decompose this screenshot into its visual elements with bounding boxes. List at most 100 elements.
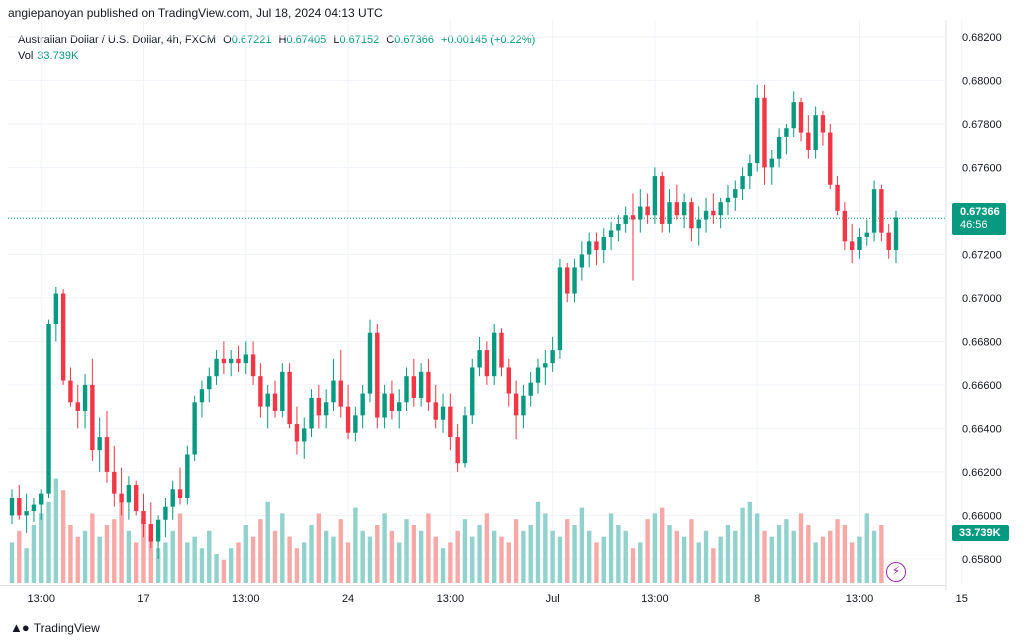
- candle-body: [294, 424, 300, 442]
- x-tick-label: 8: [754, 593, 760, 605]
- candle-body: [791, 102, 796, 129]
- candle-body: [207, 376, 212, 390]
- candle-body: [572, 267, 577, 294]
- candle-body: [170, 489, 175, 507]
- candle-body: [499, 332, 504, 368]
- volume-bar: [236, 542, 241, 583]
- candle-body: [638, 206, 643, 220]
- candle-body: [608, 230, 614, 237]
- volume-bar: [367, 536, 373, 583]
- candle-body: [309, 397, 314, 429]
- candle-body: [323, 402, 329, 416]
- volume-bar: [39, 513, 44, 583]
- y-tick-label: 0.65800: [962, 554, 1002, 566]
- candle-body: [842, 210, 848, 242]
- volume-bar: [842, 525, 848, 583]
- volume-bar: [820, 536, 826, 583]
- candle-body: [667, 202, 672, 224]
- volume-bar: [280, 513, 285, 583]
- candle-body: [155, 519, 161, 542]
- candle-body: [367, 332, 373, 394]
- volume-bar: [272, 530, 278, 583]
- volume-bar: [462, 519, 468, 583]
- candle-body: [747, 163, 753, 177]
- volume-bar: [557, 536, 563, 583]
- candle-body: [272, 393, 278, 411]
- candle-body: [17, 497, 22, 516]
- volume-bar: [667, 525, 672, 583]
- candle-body: [112, 471, 117, 494]
- y-tick-label: 0.66000: [962, 510, 1002, 522]
- volume-bar: [185, 542, 190, 583]
- candle-body: [513, 393, 519, 416]
- volume-bar: [199, 548, 205, 583]
- candle-body: [886, 232, 891, 251]
- volume-bar: [68, 525, 73, 583]
- candle-body: [185, 454, 190, 498]
- volume-legend: Vol 33.739K: [18, 50, 78, 62]
- volume-bar: [345, 542, 351, 583]
- volume-bar: [433, 536, 438, 583]
- volume-bar: [17, 530, 22, 583]
- candle-body: [477, 350, 482, 368]
- volume-bar: [725, 525, 731, 583]
- candle-body: [440, 406, 446, 420]
- volume-bar: [477, 525, 482, 583]
- volume-bar: [353, 507, 358, 583]
- candle-body: [784, 128, 789, 137]
- volume-bar: [689, 519, 694, 583]
- volume-bar: [163, 542, 168, 583]
- candle-body: [857, 236, 862, 251]
- volume-bar: [302, 542, 307, 583]
- volume-bar: [791, 530, 796, 583]
- candle-body: [893, 217, 899, 251]
- volume-bar: [586, 530, 592, 583]
- volume-bar: [535, 501, 541, 583]
- candle-body: [798, 102, 804, 133]
- candle-body: [740, 176, 745, 190]
- volume-bar: [784, 519, 789, 583]
- candle-body: [776, 136, 782, 159]
- candle-body: [623, 215, 628, 224]
- candle-body: [243, 354, 248, 364]
- candle-body: [265, 393, 270, 407]
- candle-body: [491, 332, 497, 377]
- candle-body: [528, 382, 533, 396]
- volume-bar: [733, 530, 738, 583]
- volume-bar: [287, 536, 292, 583]
- volume-label[interactable]: Vol: [18, 50, 34, 62]
- candle-body: [280, 371, 285, 411]
- candle-body: [448, 406, 453, 438]
- candle-body: [141, 511, 146, 525]
- volume-bar: [718, 536, 723, 583]
- lightning-icon[interactable]: ⚡: [886, 562, 906, 582]
- candle-body: [754, 97, 760, 164]
- volume-bar: [192, 536, 197, 583]
- volume-bar: [404, 519, 409, 583]
- candle-body: [521, 395, 526, 416]
- last-volume-tag: 33.739K: [952, 525, 1009, 541]
- volume-bar: [418, 530, 424, 583]
- candle-body: [718, 202, 723, 216]
- volume-bar: [565, 519, 570, 583]
- volume-bar: [630, 548, 636, 583]
- volume-bar: [133, 542, 139, 583]
- candle-body: [345, 406, 351, 433]
- volume-bar: [119, 501, 124, 583]
- volume-bar: [813, 542, 818, 583]
- volume-bar: [155, 548, 161, 583]
- tradingview-logo-icon: ▲●: [10, 620, 30, 635]
- volume-bar: [455, 530, 460, 583]
- volume-bar: [82, 530, 88, 583]
- open-label: O: [223, 34, 232, 46]
- volume-bar: [747, 501, 753, 583]
- volume-bar: [616, 525, 621, 583]
- y-tick-label: 0.67600: [962, 162, 1002, 174]
- candle-body: [470, 367, 475, 416]
- volume-bar: [740, 507, 745, 583]
- volume-bar: [75, 536, 80, 583]
- volume-bar: [104, 525, 110, 583]
- brand-name: TradingView: [33, 620, 100, 635]
- volume-bar: [572, 525, 577, 583]
